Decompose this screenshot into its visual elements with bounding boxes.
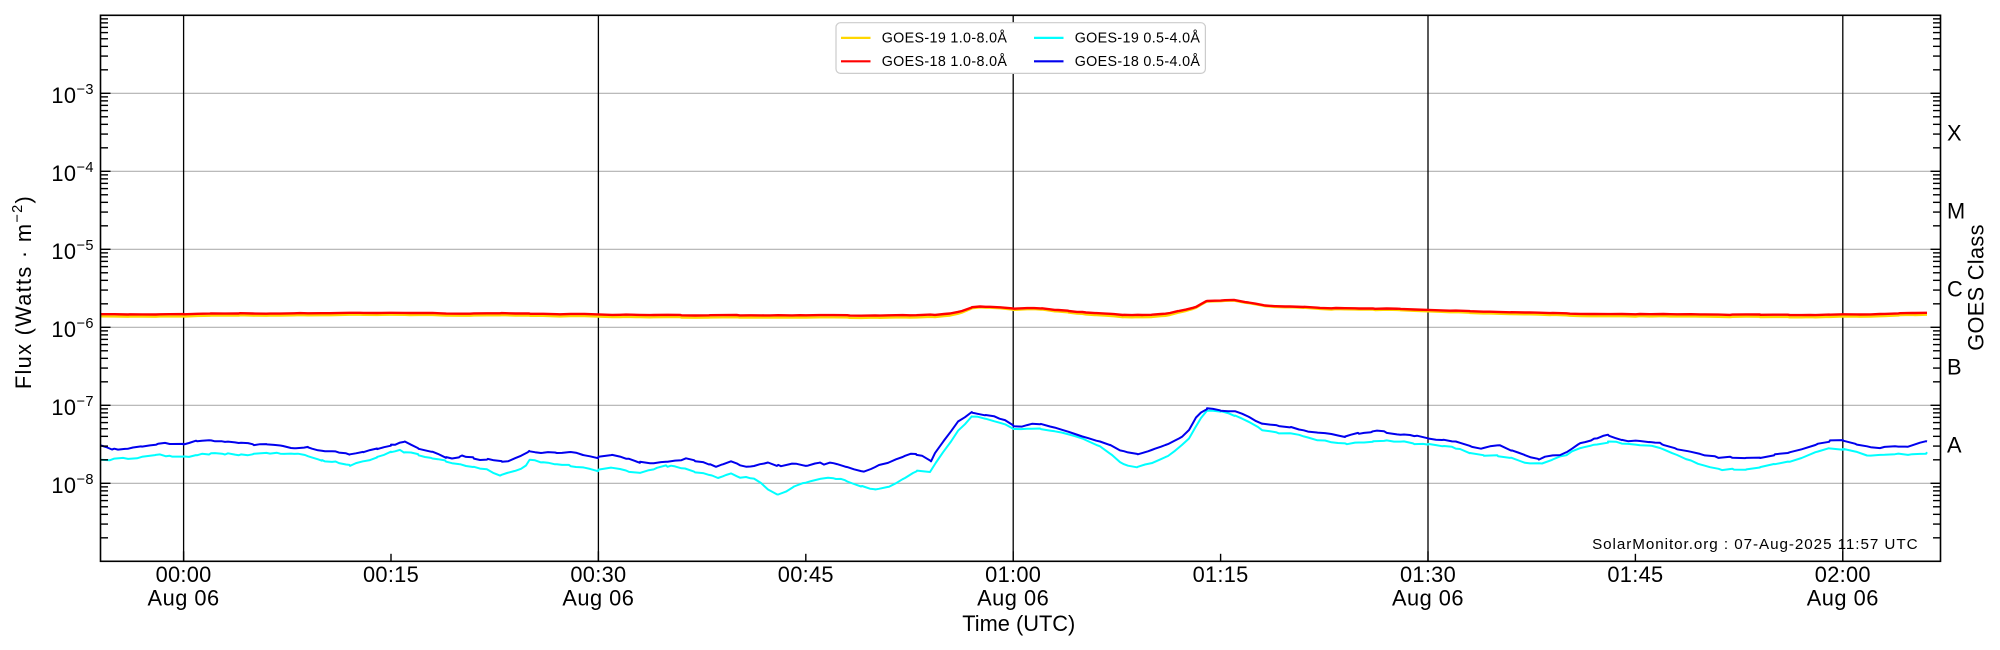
- svg-text:Flux (Watts · m−2): Flux (Watts · m−2): [10, 195, 36, 389]
- svg-text:10−5: 10−5: [51, 238, 94, 264]
- svg-text:10−4: 10−4: [51, 160, 94, 186]
- svg-text:M: M: [1947, 198, 1965, 223]
- svg-text:B: B: [1947, 354, 1962, 379]
- svg-text:GOES Class: GOES Class: [1964, 224, 1989, 351]
- svg-text:Time (UTC): Time (UTC): [962, 611, 1075, 636]
- svg-text:01:30: 01:30: [1400, 562, 1456, 587]
- svg-text:SolarMonitor.org : 07-Aug-2025: SolarMonitor.org : 07-Aug-2025 11:57 UTC: [1592, 536, 1918, 553]
- svg-text:10−6: 10−6: [51, 316, 94, 342]
- svg-text:00:45: 00:45: [778, 562, 834, 587]
- svg-text:10−7: 10−7: [51, 394, 94, 420]
- svg-text:00:30: 00:30: [570, 562, 626, 587]
- svg-text:00:00: 00:00: [156, 562, 212, 587]
- svg-text:A: A: [1947, 432, 1962, 457]
- svg-text:01:00: 01:00: [985, 562, 1041, 587]
- svg-text:GOES-19 1.0-8.0Å: GOES-19 1.0-8.0Å: [882, 30, 1008, 47]
- svg-text:Aug 06: Aug 06: [977, 586, 1049, 611]
- svg-text:Aug 06: Aug 06: [1392, 586, 1464, 611]
- svg-text:10−8: 10−8: [51, 472, 94, 498]
- svg-text:Aug 06: Aug 06: [148, 586, 220, 611]
- svg-text:10−3: 10−3: [51, 82, 94, 108]
- svg-text:00:15: 00:15: [363, 562, 419, 587]
- svg-text:GOES-18 1.0-8.0Å: GOES-18 1.0-8.0Å: [882, 53, 1008, 70]
- svg-text:GOES-19 0.5-4.0Å: GOES-19 0.5-4.0Å: [1075, 30, 1201, 47]
- svg-text:GOES-18 0.5-4.0Å: GOES-18 0.5-4.0Å: [1075, 53, 1201, 70]
- svg-text:Aug 06: Aug 06: [562, 586, 634, 611]
- svg-text:Aug 06: Aug 06: [1807, 586, 1879, 611]
- svg-text:01:15: 01:15: [1193, 562, 1249, 587]
- svg-text:01:45: 01:45: [1607, 562, 1663, 587]
- svg-text:C: C: [1947, 276, 1963, 301]
- svg-text:X: X: [1947, 120, 1962, 145]
- svg-text:02:00: 02:00: [1815, 562, 1871, 587]
